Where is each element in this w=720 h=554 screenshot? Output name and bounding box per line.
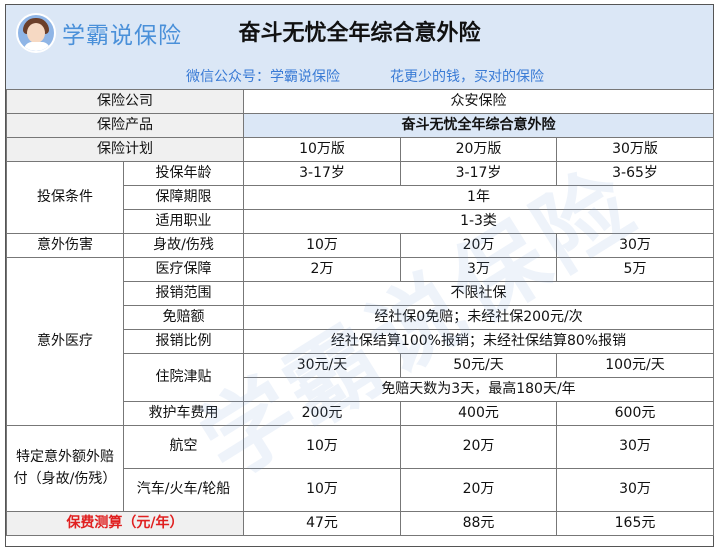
age-value: 3-17岁 (400, 161, 557, 186)
age-value: 3-65岁 (556, 161, 714, 186)
table-row: 投保条件 投保年龄 3-17岁 3-17岁 3-65岁 (6, 161, 714, 234)
plan-value: 30万版 (556, 137, 714, 162)
coverage-value: 5万 (556, 257, 714, 282)
row-label-plan: 保险计划 (6, 137, 244, 162)
group-label-special: 特定意外额外赔付（身故/伤残） (6, 425, 124, 512)
age-value: 3-17岁 (243, 161, 401, 186)
company-value: 众安保险 (243, 89, 714, 114)
table-row: 报销范围 不限社保 (7, 281, 714, 306)
row-label-product: 保险产品 (6, 113, 244, 138)
allowance-value: 100元/天 (556, 353, 714, 378)
premium-value: 165元 (556, 511, 714, 536)
header-banner: 学霸说保险 奋斗无忧全年综合意外险 微信公众号：学霸说保险 花更少的钱，买对的保险 (6, 5, 713, 89)
row-label-ambulance: 救护车费用 (123, 401, 244, 426)
row-label-company: 保险公司 (6, 89, 244, 114)
ground-value: 20万 (400, 468, 557, 512)
table-row: 免赔天数为3天，最高180天/年 (7, 377, 714, 402)
table-row: 保障期限 1年 (7, 185, 714, 210)
table-row: 保险产品 奋斗无忧全年综合意外险 (6, 113, 714, 138)
allowance-note: 免赔天数为3天，最高180天/年 (243, 377, 714, 402)
table-row: 特定意外额外赔付（身故/伤残） 航空 10万 20万 30万 (6, 425, 714, 512)
row-label-deductible: 免赔额 (123, 305, 244, 330)
ambulance-value: 400元 (400, 401, 557, 426)
coverage-value: 2万 (243, 257, 401, 282)
ambulance-value: 200元 (243, 401, 401, 426)
death-value: 10万 (243, 233, 401, 258)
air-value: 30万 (556, 425, 714, 469)
table-row: 免赔额 经社保0免赔；未经社保200元/次 (7, 305, 714, 330)
table-row: 适用职业 1-3类 (7, 209, 714, 234)
scope-value: 不限社保 (243, 281, 714, 306)
subtitle: 微信公众号：学霸说保险 花更少的钱，买对的保险 (186, 66, 544, 86)
brand-name: 学霸说保险 (62, 23, 182, 49)
row-label-air: 航空 (123, 425, 244, 469)
occupation-value: 1-3类 (243, 209, 714, 234)
death-value: 20万 (400, 233, 557, 258)
table-row: 意外伤害 身故/伤残 10万 20万 30万 (6, 233, 714, 258)
air-value: 20万 (400, 425, 557, 469)
death-value: 30万 (556, 233, 714, 258)
plan-value: 10万版 (243, 137, 401, 162)
wechat-account: 微信公众号：学霸说保险 (186, 69, 340, 85)
row-label-scope: 报销范围 (123, 281, 244, 306)
table-frame (5, 4, 714, 547)
term-value: 1年 (243, 185, 714, 210)
group-label-conditions: 投保条件 (6, 161, 124, 234)
avatar-icon (16, 13, 56, 53)
group-label-medical: 意外医疗 (6, 257, 124, 426)
table-row: 意外医疗 医疗保障 2万 3万 5万 (6, 257, 714, 426)
table-row: 保费测算（元/年） 47元 88元 165元 (6, 511, 714, 536)
ratio-value: 经社保结算100%报销；未经社保结算80%报销 (243, 329, 714, 354)
row-label-occupation: 适用职业 (123, 209, 244, 234)
row-label-allowance: 住院津贴 (123, 353, 244, 402)
group-label-accident: 意外伤害 (6, 233, 124, 258)
air-value: 10万 (243, 425, 401, 469)
ground-value: 30万 (556, 468, 714, 512)
plan-value: 20万版 (400, 137, 557, 162)
row-label-ratio: 报销比例 (123, 329, 244, 354)
brand-logo: 学霸说保险 (16, 13, 182, 53)
table-row: 住院津贴 30元/天 50元/天 100元/天 (7, 353, 714, 402)
row-label-ground: 汽车/火车/轮船 (123, 468, 244, 512)
row-label-coverage: 医疗保障 (123, 257, 244, 282)
deductible-value: 经社保0免赔；未经社保200元/次 (243, 305, 714, 330)
allowance-value: 30元/天 (243, 353, 401, 378)
table-row: 保险公司 众安保险 (6, 89, 714, 114)
slogan: 花更少的钱，买对的保险 (390, 69, 544, 85)
row-label-term: 保障期限 (123, 185, 244, 210)
row-label-age: 投保年龄 (123, 161, 244, 186)
insurance-comparison-table: 保险公司 众安保险 保险产品 奋斗无忧全年综合意外险 保险计划 10万版 20万… (6, 89, 714, 536)
coverage-value: 3万 (400, 257, 557, 282)
ambulance-value: 600元 (556, 401, 714, 426)
table-row: 保险计划 10万版 20万版 30万版 (6, 137, 714, 162)
ground-value: 10万 (243, 468, 401, 512)
row-label-premium: 保费测算（元/年） (6, 511, 244, 536)
premium-value: 47元 (243, 511, 401, 536)
table-row: 汽车/火车/轮船 10万 20万 30万 (7, 468, 714, 512)
premium-value: 88元 (400, 511, 557, 536)
row-label-death: 身故/伤残 (123, 233, 244, 258)
table-row: 报销比例 经社保结算100%报销；未经社保结算80%报销 (7, 329, 714, 354)
allowance-value: 50元/天 (400, 353, 557, 378)
page-title: 奋斗无忧全年综合意外险 (238, 21, 481, 46)
product-value: 奋斗无忧全年综合意外险 (243, 113, 714, 138)
